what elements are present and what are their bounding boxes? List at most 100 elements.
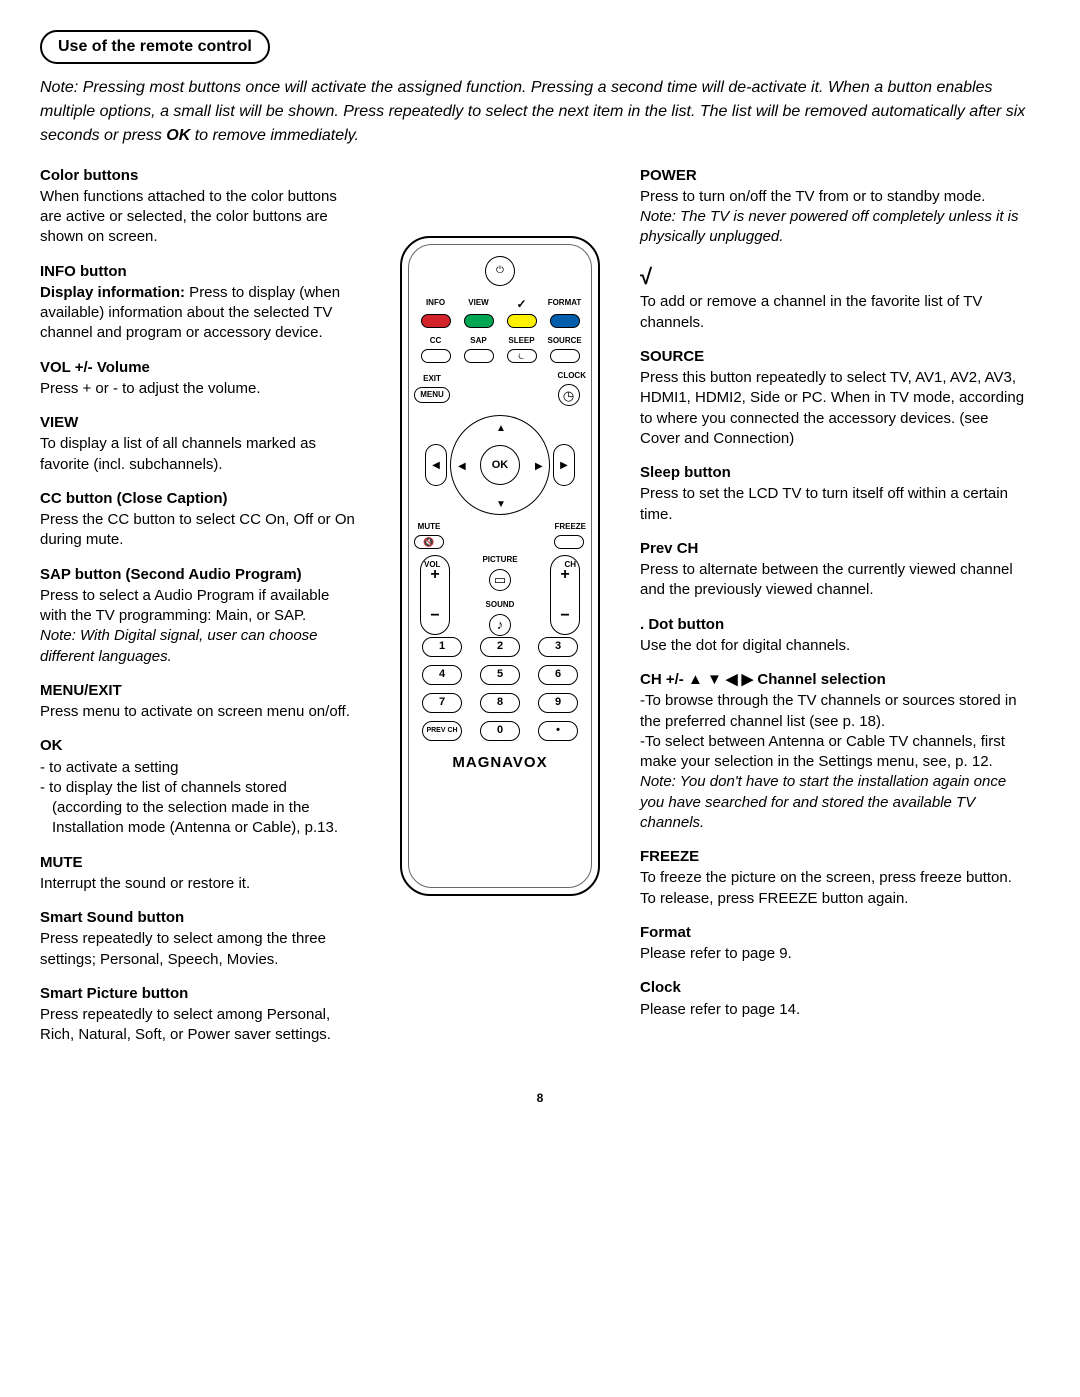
section-body: Press menu to activate on screen menu on…	[40, 702, 360, 722]
row2-label: SOURCE	[548, 336, 582, 347]
clock-button[interactable]: ◷	[558, 384, 580, 406]
row2-label: SAP	[462, 336, 496, 347]
row2-button[interactable]: ⏾	[507, 349, 537, 363]
section-heading: Prev CH	[640, 539, 1030, 559]
section-heading: CC button (Close Caption)	[40, 489, 360, 509]
list-item: - to display the list of channels stored…	[40, 778, 360, 839]
section-body: Press the CC button to select CC On, Off…	[40, 510, 360, 551]
section-note: Note: You don't have to start the instal…	[640, 772, 1030, 833]
doc-section: . Dot buttonUse the dot for digital chan…	[640, 615, 1030, 657]
doc-section: VOL +/- VolumePress + or - to adjust the…	[40, 358, 360, 400]
power-button[interactable]: ⏻	[485, 256, 515, 286]
doc-section: CC button (Close Caption)Press the CC bu…	[40, 489, 360, 551]
section-body: Press repeatedly to select among the thr…	[40, 929, 360, 970]
section-heading: √	[640, 262, 1030, 292]
intro-note: Note: Pressing most buttons once will ac…	[40, 76, 1040, 148]
left-column: Color buttonsWhen functions attached to …	[40, 166, 370, 1060]
section-heading: Sleep button	[640, 463, 1030, 483]
navigation-pad: ◀ ▶ ▲ ▼ ◀ ▶ OK	[430, 410, 570, 520]
section-heading: VOL +/- Volume	[40, 358, 360, 378]
section-heading: INFO button	[40, 262, 360, 282]
section-body: Display information: Press to display (w…	[40, 283, 360, 344]
section-heading: CH +/- ▲ ▼ ◀ ▶ Channel selection	[640, 670, 1030, 690]
doc-section: ClockPlease refer to page 14.	[640, 978, 1030, 1020]
section-title: Use of the remote control	[40, 30, 270, 64]
section-body: -To browse through the TV channels or so…	[640, 691, 1030, 772]
section-heading: OK	[40, 736, 360, 756]
section-body: Press to select a Audio Program if avail…	[40, 586, 360, 627]
section-body: Press + or - to adjust the volume.	[40, 379, 360, 399]
section-body: Please refer to page 14.	[640, 1000, 1030, 1020]
section-body: Press repeatedly to select among Persona…	[40, 1005, 360, 1046]
section-heading: VIEW	[40, 413, 360, 433]
section-body: To freeze the picture on the screen, pre…	[640, 868, 1030, 909]
color-button[interactable]	[507, 314, 537, 328]
freeze-button[interactable]	[554, 535, 584, 549]
row2-label: CC	[419, 336, 453, 347]
section-heading: MENU/EXIT	[40, 681, 360, 701]
freeze-label: FREEZE	[554, 522, 586, 533]
doc-section: SOURCEPress this button repeatedly to se…	[640, 347, 1030, 449]
color-button-label: INFO	[419, 298, 453, 309]
section-heading: Format	[640, 923, 1030, 943]
section-body: To display a list of all channels marked…	[40, 434, 360, 475]
clock-label: CLOCK	[558, 371, 586, 382]
section-heading: Color buttons	[40, 166, 360, 186]
section-body: Interrupt the sound or restore it.	[40, 874, 360, 894]
row2-button[interactable]	[464, 349, 494, 363]
doc-section: MUTEInterrupt the sound or restore it.	[40, 853, 360, 895]
nav-up-button[interactable]: ▲	[496, 422, 506, 436]
section-note: Note: With Digital signal, user can choo…	[40, 626, 360, 667]
section-list: - to activate a setting- to display the …	[40, 758, 360, 839]
row2-button[interactable]	[550, 349, 580, 363]
section-heading: . Dot button	[640, 615, 1030, 635]
section-body: Press to turn on/off the TV from or to s…	[640, 187, 1030, 207]
doc-section: Sleep buttonPress to set the LCD TV to t…	[640, 463, 1030, 525]
color-button[interactable]	[421, 314, 451, 328]
doc-section: VIEWTo display a list of all channels ma…	[40, 413, 360, 475]
color-button-label: ✓	[505, 296, 539, 312]
section-body: Press this button repeatedly to select T…	[640, 368, 1030, 449]
section-heading: SOURCE	[640, 347, 1030, 367]
section-heading: Clock	[640, 978, 1030, 998]
doc-section: Color buttonsWhen functions attached to …	[40, 166, 360, 248]
doc-section: FREEZETo freeze the picture on the scree…	[640, 847, 1030, 909]
row2-button[interactable]	[421, 349, 451, 363]
doc-section: √To add or remove a channel in the favor…	[640, 262, 1030, 333]
vol-label: VOL	[424, 560, 440, 571]
mute-button[interactable]: 🔇	[414, 535, 444, 549]
doc-section: POWERPress to turn on/off the TV from or…	[640, 166, 1030, 248]
ch-label: CH	[564, 560, 576, 571]
row2-label: SLEEP	[505, 336, 539, 347]
menu-button[interactable]: MENU	[414, 387, 450, 403]
section-heading: Smart Picture button	[40, 984, 360, 1004]
section-body: To add or remove a channel in the favori…	[640, 292, 1030, 333]
nav-down-button[interactable]: ▼	[496, 498, 506, 512]
doc-section: Smart Picture buttonPress repeatedly to …	[40, 984, 360, 1046]
color-button[interactable]	[464, 314, 494, 328]
doc-section: Prev CHPress to alternate between the cu…	[640, 539, 1030, 601]
section-heading: FREEZE	[640, 847, 1030, 867]
remote-control: ⏻ INFOVIEW✓FORMAT CCSAPSLEEPSOURCE ⏾ EXI…	[400, 236, 600, 896]
doc-section: MENU/EXITPress menu to activate on scree…	[40, 681, 360, 723]
doc-section: CH +/- ▲ ▼ ◀ ▶ Channel selection-To brow…	[640, 670, 1030, 833]
section-body: Use the dot for digital channels.	[640, 636, 1030, 656]
section-heading: Smart Sound button	[40, 908, 360, 928]
brand-logo: MAGNAVOX	[402, 753, 598, 773]
section-heading: POWER	[640, 166, 1030, 186]
nav-right-button[interactable]: ▶	[553, 444, 575, 486]
page-number: 8	[40, 1090, 1040, 1106]
doc-section: INFO buttonDisplay information: Press to…	[40, 262, 360, 344]
doc-section: OK- to activate a setting- to display th…	[40, 736, 360, 838]
color-button-label: VIEW	[462, 298, 496, 309]
section-body: Press to set the LCD TV to turn itself o…	[640, 484, 1030, 525]
nav-left-button[interactable]: ◀	[425, 444, 447, 486]
section-note: Note: The TV is never powered off comple…	[640, 207, 1030, 248]
list-item: - to activate a setting	[40, 758, 360, 778]
doc-section: Smart Sound buttonPress repeatedly to se…	[40, 908, 360, 970]
section-heading: MUTE	[40, 853, 360, 873]
mute-label: MUTE	[414, 522, 444, 533]
doc-section: FormatPlease refer to page 9.	[640, 923, 1030, 965]
section-heading: SAP button (Second Audio Program)	[40, 565, 360, 585]
color-button[interactable]	[550, 314, 580, 328]
